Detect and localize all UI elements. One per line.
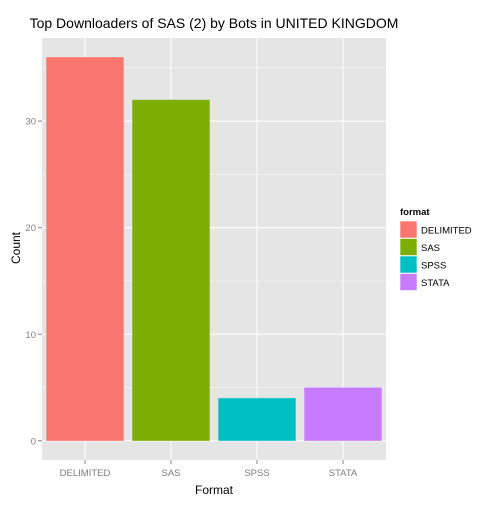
legend-key-stata [399, 273, 418, 291]
x-tick-label: SAS [161, 468, 180, 479]
x-tick-label: DELIMITED [60, 468, 111, 479]
legend-label-delimited: DELIMITED [421, 226, 472, 237]
chart-title: Top Downloaders of SAS (2) by Bots in UN… [30, 15, 399, 31]
legend-label-sas: SAS [421, 243, 440, 254]
bar-stata [304, 387, 382, 441]
bar-delimited [46, 57, 124, 441]
x-tick-label: SPSS [244, 468, 269, 479]
x-axis-ticks: DELIMITED SAS SPSS STATA [60, 460, 358, 479]
x-axis-title: Format [195, 483, 234, 497]
y-tick-label: 0 [31, 436, 36, 447]
y-tick-label: 10 [25, 330, 36, 341]
x-tick-label: STATA [329, 468, 358, 479]
legend-label-stata: STATA [421, 278, 450, 289]
legend-label-spss: SPSS [421, 261, 446, 272]
y-axis-ticks: 0 10 20 30 [25, 117, 42, 447]
y-axis-title: Count [9, 231, 23, 264]
legend-items: DELIMITED SAS SPSS STATA [399, 220, 472, 291]
legend-key-delimited [399, 220, 418, 239]
legend-key-sas [399, 238, 418, 256]
legend-title: format [400, 207, 430, 218]
y-tick-label: 30 [25, 117, 36, 128]
legend-key-spss [399, 255, 418, 274]
y-tick-label: 20 [25, 223, 36, 234]
bar-sas [132, 99, 210, 441]
bars [46, 57, 382, 441]
legend: format DELIMITED SAS SPSS STATA [399, 207, 472, 291]
bar-spss [218, 398, 296, 441]
